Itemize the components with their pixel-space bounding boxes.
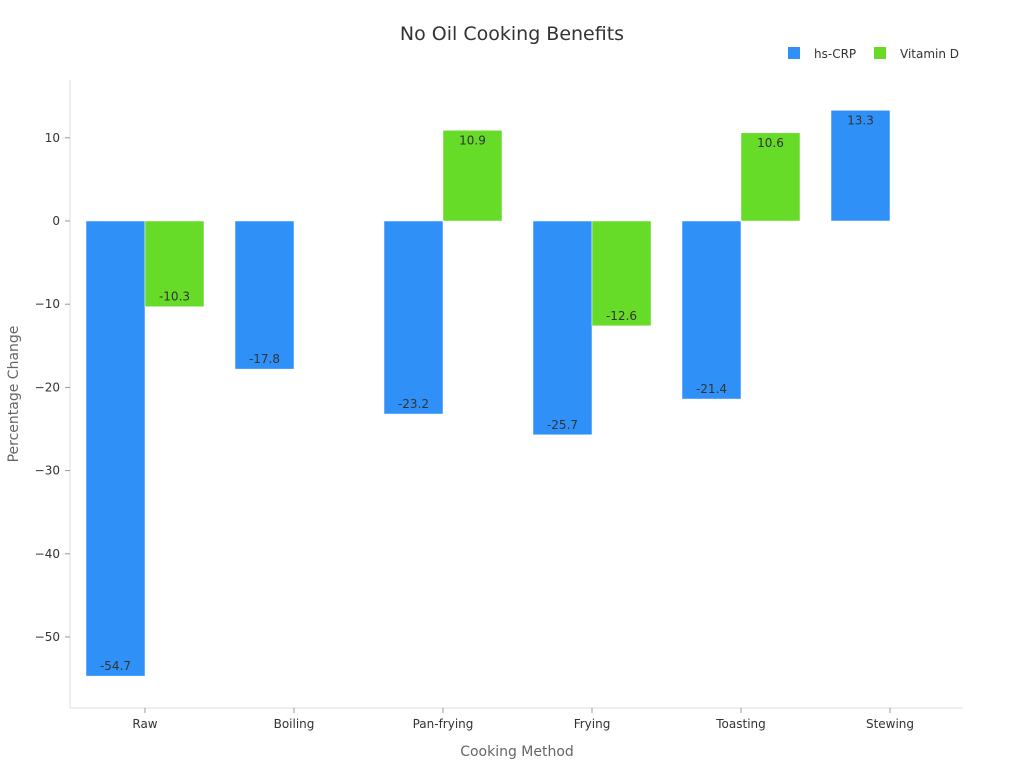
bar-hs-crp bbox=[85, 220, 146, 677]
legend-swatch bbox=[788, 47, 800, 59]
data-label: -25.7 bbox=[547, 418, 578, 432]
bar-vitamin-d bbox=[442, 130, 503, 222]
bar-hs-crp bbox=[383, 220, 444, 415]
data-label: -12.6 bbox=[606, 309, 637, 323]
bar-vitamin-d bbox=[740, 132, 801, 222]
y-tick-label: −50 bbox=[35, 630, 60, 644]
bar-hs-crp bbox=[532, 220, 593, 436]
x-tick-label: Frying bbox=[574, 717, 611, 731]
x-tick-label: Toasting bbox=[715, 717, 766, 731]
chart-title: No Oil Cooking Benefits bbox=[400, 23, 624, 45]
legend: hs-CRP Vitamin D bbox=[788, 47, 959, 61]
data-label: -54.7 bbox=[100, 659, 131, 673]
data-label: -21.4 bbox=[696, 382, 727, 396]
legend-swatch bbox=[874, 47, 886, 59]
y-tick-label: −20 bbox=[35, 380, 60, 394]
bar-vitamin-d bbox=[591, 220, 652, 327]
x-tick-label: Pan-frying bbox=[413, 717, 474, 731]
y-tick-label: −30 bbox=[35, 464, 60, 478]
bar-hs-crp bbox=[234, 220, 295, 370]
y-tick-label: 10 bbox=[45, 131, 60, 145]
legend-label: hs-CRP bbox=[814, 47, 856, 61]
y-axis-label: Percentage Change bbox=[6, 326, 22, 463]
y-tick-label: −40 bbox=[35, 547, 60, 561]
y-tick-label: −10 bbox=[35, 297, 60, 311]
bar-vitamin-d bbox=[144, 220, 205, 307]
data-label: 13.3 bbox=[847, 113, 874, 127]
bar-hs-crp bbox=[681, 220, 742, 400]
x-tick-label: Stewing bbox=[866, 717, 914, 731]
x-tick-label: Raw bbox=[132, 717, 157, 731]
x-tick-label: Boiling bbox=[274, 717, 315, 731]
data-label: -23.2 bbox=[398, 397, 429, 411]
y-tick-label: 0 bbox=[52, 214, 60, 228]
bar-hs-crp bbox=[830, 110, 891, 222]
legend-label: Vitamin D bbox=[900, 47, 959, 61]
data-label: 10.9 bbox=[459, 133, 486, 147]
data-label: -17.8 bbox=[249, 352, 280, 366]
data-label: 10.6 bbox=[757, 136, 784, 150]
x-axis-label: Cooking Method bbox=[460, 744, 574, 760]
data-label: -10.3 bbox=[159, 290, 190, 304]
